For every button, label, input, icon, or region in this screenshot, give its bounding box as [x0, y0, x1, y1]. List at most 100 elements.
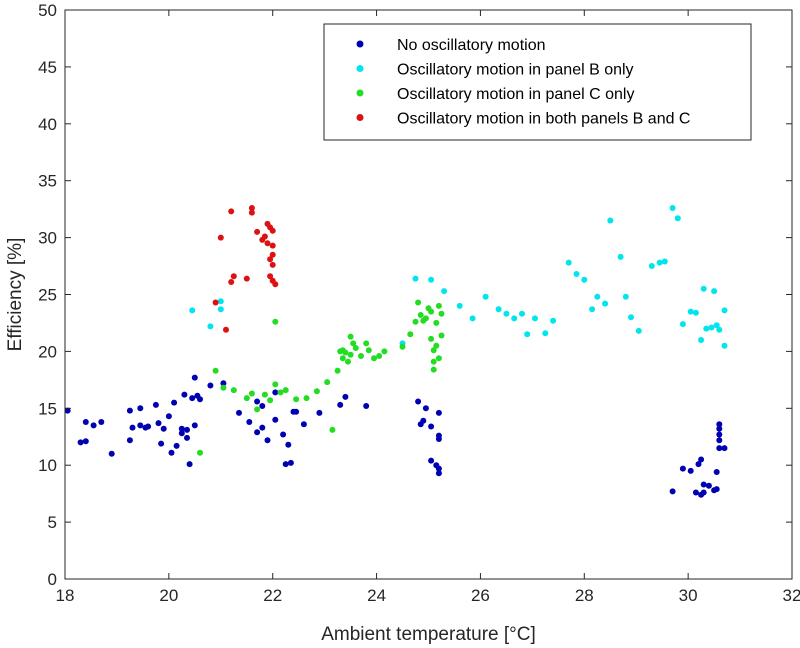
data-point-series-1 [713, 486, 720, 493]
legend-marker [356, 89, 364, 97]
data-point-series-1 [415, 398, 422, 405]
data-point-series-3 [342, 349, 349, 356]
data-point-series-1 [695, 461, 702, 468]
data-point-series-4 [217, 234, 224, 241]
data-point-series-4 [223, 326, 229, 333]
data-point-series-3 [243, 395, 250, 402]
data-point-series-3 [303, 395, 310, 402]
data-point-series-3 [347, 351, 354, 358]
data-point-series-1 [129, 424, 136, 431]
data-point-series-1 [435, 470, 442, 477]
data-point-series-1 [713, 469, 720, 475]
legend-entry-label: Oscillatory motion in both panels B and … [397, 111, 690, 128]
data-point-series-3 [430, 358, 437, 365]
data-point-series-3 [371, 355, 377, 362]
data-point-series-1 [189, 395, 196, 402]
data-point-series-4 [228, 279, 235, 285]
data-point-series-1 [692, 489, 699, 496]
y-tick-label: 45 [38, 58, 57, 77]
data-point-series-2 [589, 306, 596, 313]
data-point-series-2 [669, 205, 676, 211]
data-point-series-2 [711, 288, 718, 295]
data-point-series-1 [197, 396, 203, 403]
data-point-series-1 [82, 419, 89, 425]
data-point-series-2 [700, 285, 707, 292]
data-point-series-2 [674, 215, 681, 222]
data-point-series-3 [430, 366, 437, 373]
data-point-series-3 [435, 355, 442, 362]
data-point-series-1 [293, 408, 300, 415]
data-point-series-3 [272, 318, 279, 325]
data-point-series-1 [236, 409, 242, 416]
data-point-series-1 [316, 409, 323, 416]
data-point-series-1 [422, 405, 429, 412]
y-tick-label: 50 [38, 1, 57, 20]
legend-entry-label: No oscillatory motion [397, 37, 546, 54]
x-tick-label: 22 [263, 586, 282, 605]
data-point-series-3 [248, 390, 255, 397]
x-axis: 18 20 22 24 26 28 30 32 [56, 10, 800, 605]
data-point-series-1 [98, 419, 105, 425]
legend-marker [356, 65, 364, 72]
data-point-series-1 [272, 389, 279, 396]
y-tick-label: 5 [48, 513, 57, 532]
data-point-series-3 [197, 449, 203, 456]
data-point-series-1 [191, 422, 198, 429]
data-point-series-1 [173, 442, 180, 449]
data-point-series-1 [669, 488, 676, 495]
y-tick-label: 10 [38, 456, 57, 475]
data-point-series-3 [261, 391, 268, 398]
data-point-series-1 [108, 450, 115, 457]
data-point-series-3 [428, 308, 435, 315]
data-point-series-1 [428, 423, 435, 430]
data-point-series-1 [287, 459, 294, 466]
data-point-series-1 [420, 417, 427, 424]
data-point-series-4 [264, 240, 271, 247]
data-point-series-3 [365, 347, 372, 354]
data-point-series-3 [412, 318, 419, 325]
data-point-series-3 [430, 347, 437, 354]
data-point-series-3 [407, 331, 414, 338]
data-point-series-4 [269, 227, 276, 234]
data-point-series-1 [178, 425, 185, 432]
data-point-series-1 [165, 413, 172, 420]
y-axis: 0 5 10 15 20 25 30 35 40 45 50 [38, 1, 792, 589]
data-point-series-1 [285, 441, 292, 448]
data-point-series-2 [703, 325, 710, 332]
data-point-series-2 [716, 326, 723, 333]
legend-marker [356, 114, 364, 121]
data-point-series-2 [532, 315, 538, 322]
y-tick-label: 40 [38, 115, 57, 134]
data-point-series-1 [191, 374, 198, 381]
legend: No oscillatory motion Oscillatory motion … [323, 23, 752, 141]
data-point-series-3 [435, 302, 442, 309]
data-point-series-1 [259, 403, 266, 409]
x-tick-label: 26 [471, 586, 490, 605]
x-tick-label: 18 [56, 586, 75, 605]
data-point-series-2 [607, 217, 614, 224]
plot-points [64, 205, 728, 498]
data-point-series-1 [300, 421, 307, 428]
data-point-series-1 [700, 489, 707, 496]
data-point-series-3 [334, 367, 341, 374]
data-point-series-2 [594, 293, 601, 300]
data-point-series-1 [716, 421, 723, 428]
data-point-series-3 [415, 299, 422, 306]
data-point-series-2 [656, 259, 663, 266]
data-point-series-1 [716, 437, 723, 444]
data-point-series-3 [329, 426, 336, 433]
data-point-series-1 [435, 436, 442, 442]
data-point-series-1 [184, 434, 190, 441]
data-point-series-3 [422, 315, 429, 322]
data-point-series-1 [207, 382, 214, 389]
data-point-series-3 [324, 379, 331, 386]
data-point-series-2 [456, 302, 463, 309]
data-point-series-3 [282, 387, 289, 394]
y-axis-title: Efficiency [%] [5, 238, 26, 352]
data-point-series-2 [617, 253, 624, 260]
data-point-series-3 [345, 358, 351, 365]
y-tick-label: 15 [38, 399, 57, 418]
data-point-series-2 [441, 288, 448, 295]
data-point-series-3 [381, 348, 388, 355]
